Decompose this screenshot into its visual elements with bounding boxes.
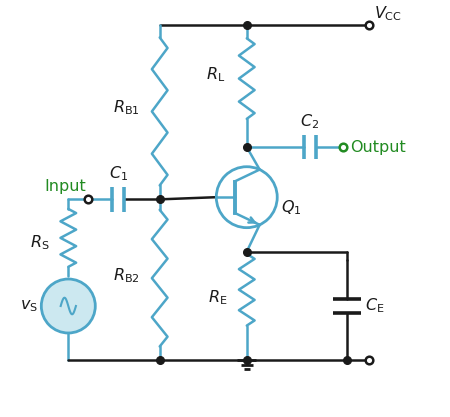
Text: $R_{\rm S}$: $R_{\rm S}$: [31, 234, 50, 252]
Text: $C_1$: $C_1$: [109, 164, 128, 183]
Text: Output: Output: [351, 140, 406, 155]
Text: $Q_1$: $Q_1$: [281, 199, 302, 217]
Text: $V_{\rm CC}$: $V_{\rm CC}$: [374, 4, 402, 23]
Text: Input: Input: [45, 179, 86, 194]
Text: $R_{\rm B2}$: $R_{\rm B2}$: [113, 266, 140, 285]
Circle shape: [41, 279, 95, 333]
Text: $R_{\rm L}$: $R_{\rm L}$: [206, 65, 225, 83]
Text: $R_{\rm E}$: $R_{\rm E}$: [208, 288, 227, 306]
Text: $C_{\rm E}$: $C_{\rm E}$: [365, 296, 385, 315]
Text: $R_{\rm B1}$: $R_{\rm B1}$: [113, 98, 140, 117]
Text: $C_2$: $C_2$: [300, 112, 320, 131]
Text: $v_{\rm S}$: $v_{\rm S}$: [20, 298, 38, 314]
